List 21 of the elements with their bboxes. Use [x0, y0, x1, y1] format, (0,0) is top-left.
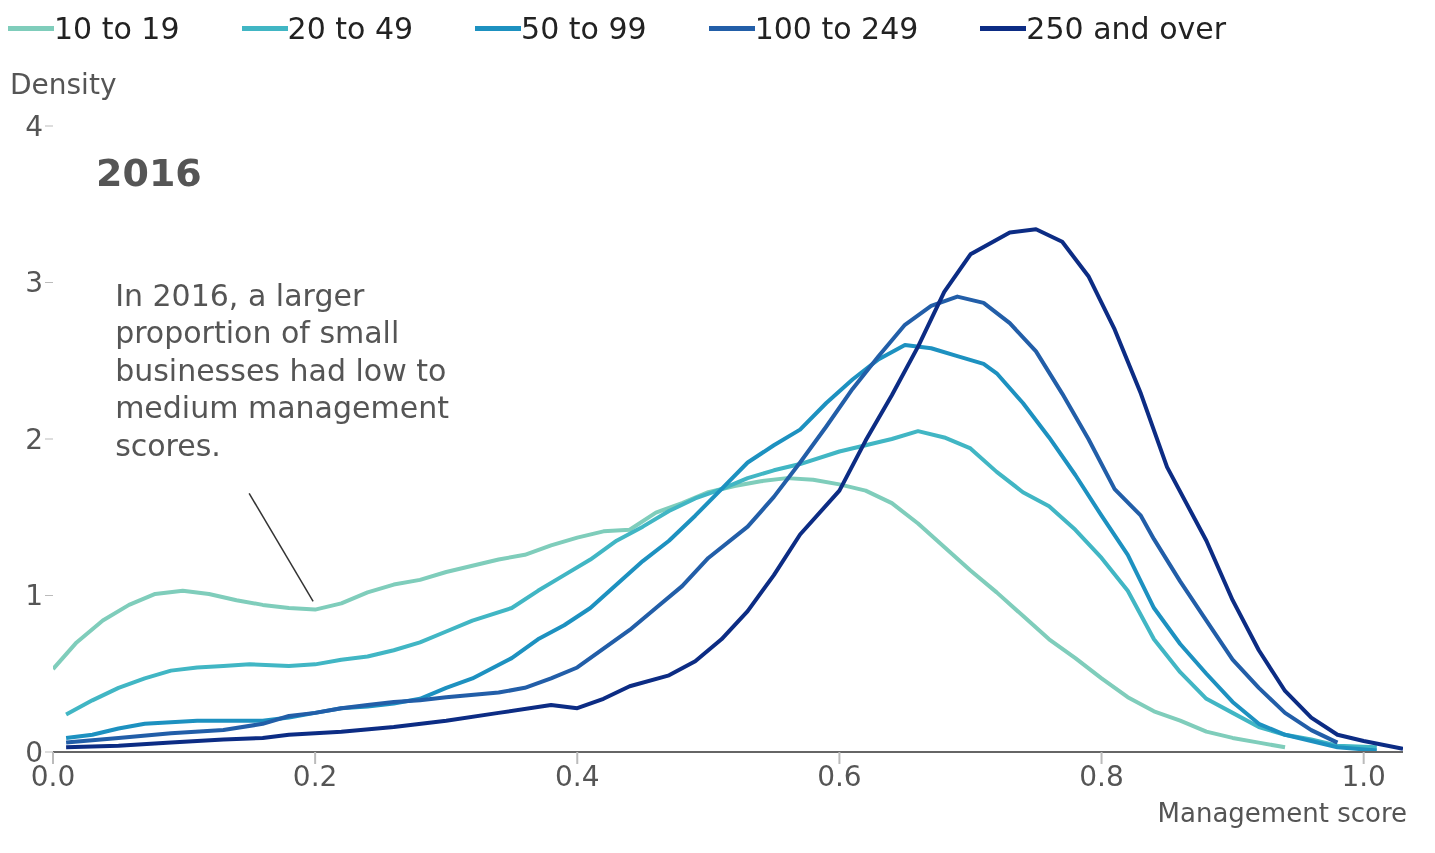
y-tick-label: 1 [25, 579, 43, 613]
x-tick-label: 0.8 [1079, 759, 1124, 793]
text: 2016 [96, 151, 202, 195]
y-tick-label: 4 [25, 109, 43, 143]
x-axis-title: Management score [1157, 798, 1407, 828]
legend-label: 10 to 19 [54, 10, 180, 46]
annotation: In 2016, a larger proportion of small businesses had low to medium management scores. [115, 277, 450, 463]
line-series [53, 476, 1288, 750]
x-tick-label: 0.6 [817, 759, 862, 793]
legend-label: 20 to 49 [287, 10, 414, 46]
legend-label: 50 to 99 [521, 10, 647, 46]
x-tick-label: 1.0 [1341, 759, 1386, 793]
line-series [64, 227, 1403, 751]
y-tick-label: 3 [25, 266, 43, 300]
legend-label: 250 and over [1026, 10, 1227, 46]
x-tick-label: 0.2 [292, 759, 338, 793]
x-tick-label: 0.4 [555, 759, 600, 793]
y-axis-title: Density [10, 68, 117, 101]
y-tick-label: 2 [25, 422, 43, 456]
legend-label: 100 to 249 [754, 10, 919, 46]
line-series [64, 429, 1379, 750]
